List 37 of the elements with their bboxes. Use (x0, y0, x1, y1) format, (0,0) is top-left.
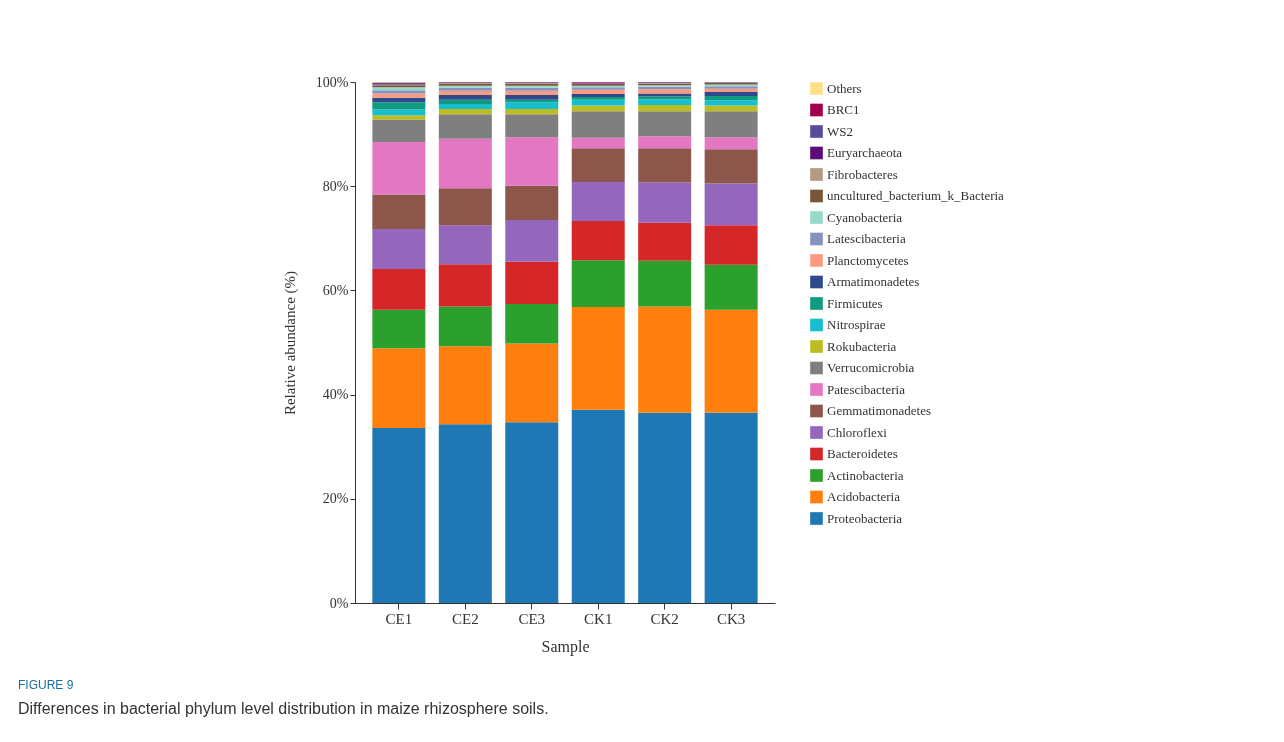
x-tick-label: CE2 (451, 610, 479, 627)
x-tick-label: CE3 (518, 610, 546, 627)
legend-label: Cyanobacteria (827, 209, 903, 225)
y-tick-label: 80% (322, 178, 349, 194)
legend-label: Actinobacteria (827, 467, 904, 483)
x-tick-label: CK1 (584, 610, 613, 627)
legend-label: Gemmatimonadetes (827, 403, 931, 418)
legend-label: Rokubacteria (827, 338, 897, 354)
x-tick-label: CK3 (716, 610, 746, 627)
caption: FIGURE 9 (18, 678, 74, 692)
y-tick-label: 0% (329, 595, 349, 611)
legend-label: uncultured_bacterium_k_Bacteria (827, 188, 1005, 203)
legend-label: Patescibacteria (827, 381, 906, 397)
legend-label: Verrucomicrobia (827, 360, 915, 375)
x-tick-label: CK2 (650, 610, 679, 627)
legend-label: Euryarchaeota (827, 145, 903, 160)
y-tick-label: 20% (322, 491, 349, 507)
legend-label: Fibrobacteres (827, 166, 898, 182)
legend-label: Latescibacteria (827, 231, 906, 246)
legend-label: Nitrospirae (827, 317, 886, 332)
text: Differences in bacterial phylum level distribution in maize rhizosphere soils. (18, 700, 549, 717)
y-tick-label: 100% (315, 74, 349, 90)
legend-label: Chloroflexi (827, 424, 888, 440)
legend-label: Firmicutes (827, 295, 883, 311)
y-axis-title: Relative abundance (%) (281, 270, 299, 416)
x-axis-title: Sample (541, 637, 590, 656)
legend-label: Others (827, 80, 862, 96)
y-tick-label: 40% (322, 387, 349, 403)
legend-label: Planctomycetes (827, 252, 909, 268)
legend-label: Acidobacteria (827, 489, 901, 504)
legend-label: Proteobacteria (827, 510, 903, 526)
legend-label: WS2 (827, 123, 853, 139)
legend-label: Armatimonadetes (827, 274, 920, 289)
x-tick-label: CE1 (385, 610, 413, 627)
y-tick-label: 60% (322, 282, 349, 298)
legend-label: Bacteroidetes (827, 446, 898, 461)
legend-label: BRC1 (827, 102, 860, 117)
